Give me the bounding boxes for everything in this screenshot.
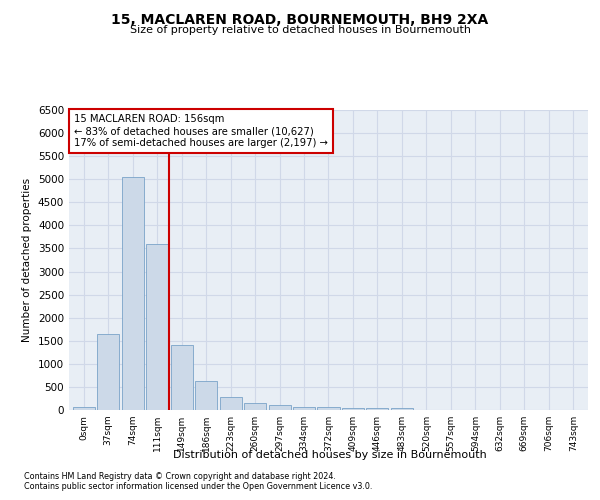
Text: 15 MACLAREN ROAD: 156sqm
← 83% of detached houses are smaller (10,627)
17% of se: 15 MACLAREN ROAD: 156sqm ← 83% of detach…: [74, 114, 328, 148]
Bar: [73, 406, 95, 410]
Text: Distribution of detached houses by size in Bournemouth: Distribution of detached houses by size …: [173, 450, 487, 460]
Text: Size of property relative to detached houses in Bournemouth: Size of property relative to detached ho…: [130, 25, 470, 35]
Bar: [367, 408, 388, 410]
Bar: [293, 406, 315, 410]
Bar: [97, 334, 119, 410]
Bar: [146, 244, 168, 410]
Text: Contains public sector information licensed under the Open Government Licence v3: Contains public sector information licen…: [24, 482, 373, 491]
Bar: [317, 408, 340, 410]
Bar: [195, 382, 217, 410]
Y-axis label: Number of detached properties: Number of detached properties: [22, 178, 32, 342]
Bar: [122, 177, 143, 410]
Text: Contains HM Land Registry data © Crown copyright and database right 2024.: Contains HM Land Registry data © Crown c…: [24, 472, 336, 481]
Bar: [170, 346, 193, 410]
Bar: [244, 404, 266, 410]
Bar: [269, 406, 290, 410]
Bar: [342, 408, 364, 410]
Bar: [220, 396, 242, 410]
Text: 15, MACLAREN ROAD, BOURNEMOUTH, BH9 2XA: 15, MACLAREN ROAD, BOURNEMOUTH, BH9 2XA: [112, 12, 488, 26]
Bar: [391, 408, 413, 410]
